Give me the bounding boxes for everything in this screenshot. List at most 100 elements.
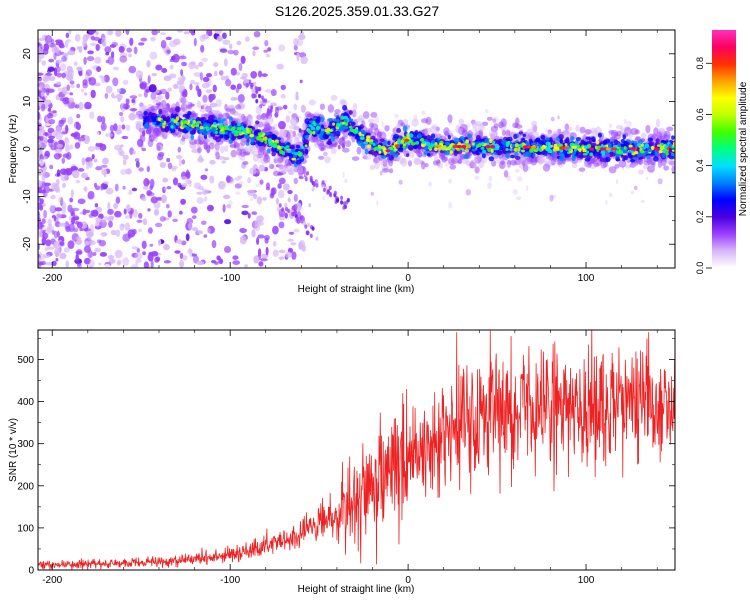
spectrogram-cell <box>101 76 106 84</box>
spectrogram-cell <box>247 189 256 197</box>
spectrogram-cell <box>559 156 565 162</box>
spectrogram-cell <box>172 177 179 186</box>
spectrogram-cell <box>649 164 655 169</box>
spectrogram-cell <box>38 229 43 233</box>
colorbar-tick-label: 0.4 <box>695 159 705 172</box>
spectrogram-cell <box>143 90 148 98</box>
spectrogram-cell <box>255 105 262 115</box>
spectrogram-cell <box>239 235 247 245</box>
spectrogram-cell <box>493 116 499 123</box>
spectrogram-cell <box>461 129 468 137</box>
spectrogram-cell <box>95 219 99 228</box>
spectrogram-cell <box>135 120 141 126</box>
spectrogram-cell <box>585 136 591 140</box>
spectrogram-cell <box>531 145 537 149</box>
spectrogram-cell <box>209 118 214 124</box>
spectrogram-y-tick-label: 10 <box>22 95 33 107</box>
spectrogram-cell <box>332 122 336 126</box>
spectrogram-cell <box>433 131 440 140</box>
spectrogram-cell <box>195 122 200 126</box>
spectrogram-cell <box>257 132 262 136</box>
spectrogram-cell <box>402 125 408 132</box>
spectrogram-cell <box>318 142 325 151</box>
spectrogram-cell <box>628 144 633 148</box>
spectrogram-cell <box>474 128 479 135</box>
snr-x-tick-label: -100 <box>220 575 240 586</box>
spectrogram-cell <box>487 181 492 189</box>
spectrogram-cell <box>552 148 557 152</box>
spectrogram-cell <box>563 157 572 162</box>
spectrogram-cell <box>376 130 382 140</box>
spectrogram-cell <box>239 148 247 157</box>
spectrogram-cell <box>163 187 167 191</box>
spectrogram-cell <box>196 260 205 266</box>
spectrogram-cell <box>267 47 272 52</box>
spectrogram-cell <box>178 84 186 92</box>
spectrogram-cell <box>253 93 257 99</box>
spectrogram-cell <box>257 136 262 141</box>
spectrogram-cell <box>73 131 81 140</box>
spectrogram-cell <box>69 80 75 85</box>
spectrogram-cell <box>130 264 139 268</box>
spectrogram-cell <box>344 140 352 147</box>
spectrogram-cell <box>64 40 69 49</box>
spectrogram-cell <box>637 169 645 175</box>
spectrogram-cell <box>182 255 188 261</box>
spectrogram-cell <box>43 43 50 51</box>
spectrogram-cell <box>48 118 56 125</box>
spectrogram-cell <box>252 153 259 162</box>
spectrogram-cell <box>137 93 143 97</box>
spectrogram-cell <box>180 97 187 104</box>
spectrogram-cell <box>173 83 179 90</box>
spectrogram-cell <box>67 50 76 56</box>
spectrogram-cell <box>199 108 207 113</box>
spectrogram-cell <box>68 30 72 35</box>
spectrogram-cell <box>72 227 79 233</box>
spectrogram-cell <box>436 144 442 148</box>
spectrogram-cell <box>360 136 365 140</box>
spectrogram-cell <box>222 157 230 161</box>
spectrogram-cell <box>225 175 231 184</box>
spectrogram-cell <box>175 154 183 160</box>
spectrogram-cell <box>457 128 463 134</box>
spectrogram-cell <box>76 113 81 119</box>
spectrogram-cell <box>150 92 157 100</box>
spectrogram-cell <box>322 134 328 139</box>
spectrogram-cell <box>201 57 209 62</box>
spectrogram-cell <box>160 101 166 109</box>
spectrogram-cell <box>138 127 146 133</box>
spectrogram-cell <box>89 42 97 47</box>
spectrogram-cell <box>94 247 102 253</box>
spectrogram-cell <box>404 138 410 142</box>
spectrogram-cell <box>239 227 247 234</box>
spectrogram-cell <box>100 183 104 191</box>
spectrogram-cell <box>166 158 171 163</box>
spectrogram-cell <box>245 141 250 146</box>
spectrogram-cell <box>447 114 453 123</box>
spectrogram-cell <box>221 32 227 39</box>
spectrogram-cell <box>293 137 300 145</box>
spectrogram-cell <box>406 153 410 157</box>
spectrogram-cell <box>138 228 142 232</box>
spectrogram-cell <box>274 112 279 118</box>
spectrogram-cell <box>296 115 302 119</box>
spectrogram-cell <box>431 139 436 144</box>
spectrogram-cell <box>626 120 632 128</box>
spectrogram-cell <box>437 162 443 169</box>
spectrogram-cell <box>53 142 59 151</box>
spectrogram-cell <box>255 183 261 187</box>
spectrogram-cell <box>198 154 203 161</box>
spectrogram-cell <box>247 177 252 184</box>
spectrogram-cell <box>82 39 87 47</box>
spectrogram-cell <box>656 131 663 141</box>
spectrogram-cell <box>64 91 69 95</box>
spectrogram-cell <box>310 178 313 183</box>
spectrogram-cell <box>216 35 223 42</box>
spectrogram-cell <box>272 135 278 139</box>
spectrogram-cell <box>53 241 57 248</box>
spectrogram-cell <box>326 190 330 195</box>
spectrogram-cell <box>367 127 373 134</box>
spectrogram-cell <box>203 123 208 127</box>
spectrogram-cell <box>190 206 198 214</box>
spectrogram-cell <box>197 147 202 153</box>
